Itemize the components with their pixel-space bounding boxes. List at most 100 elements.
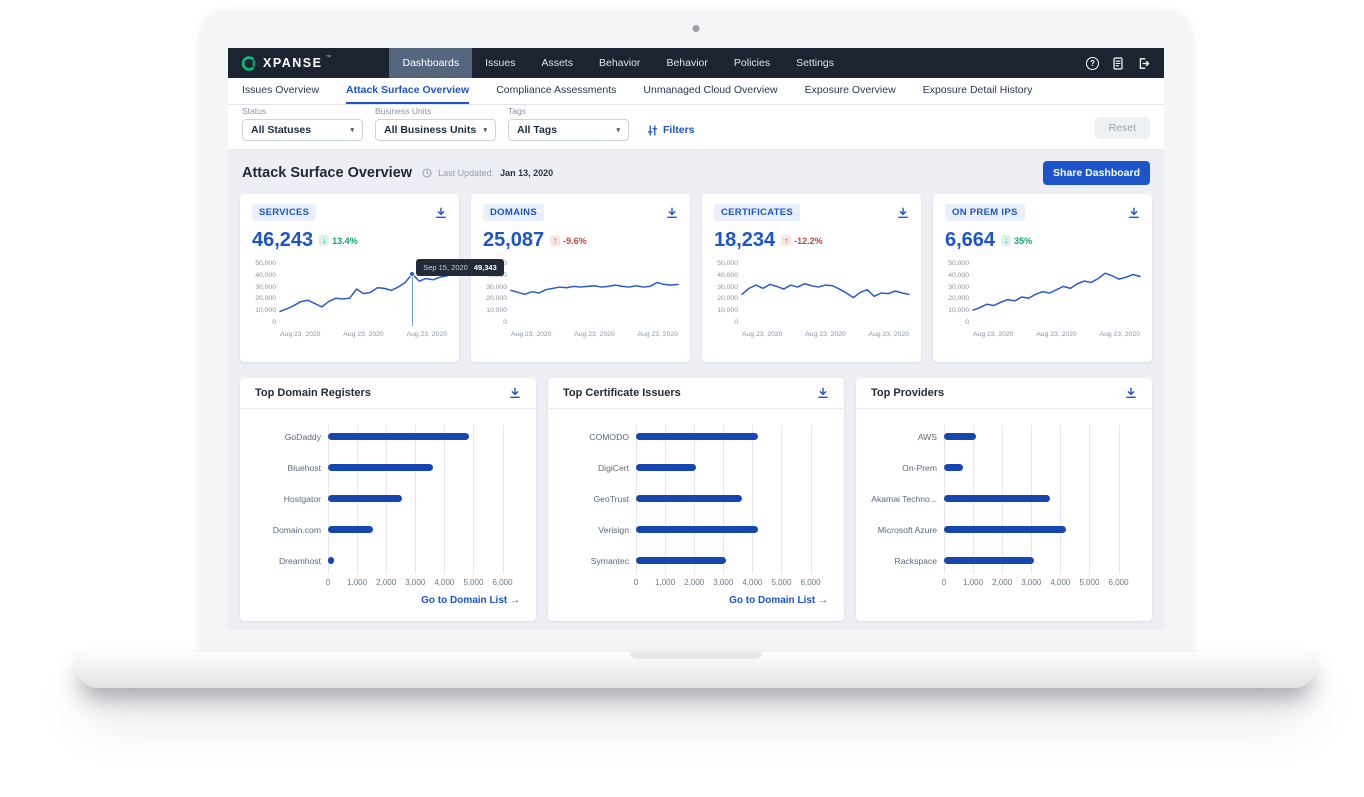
gridline [810,425,812,574]
help-icon[interactable]: ? [1086,56,1099,70]
download-icon[interactable] [817,387,829,399]
card-title: Top Certificate Issuers [563,387,681,399]
bar-row [328,421,520,452]
card-title: Top Domain Registers [255,387,371,399]
nav-menu: Dashboards Issues Assets Behavior Behavior Po… [389,48,847,78]
gridline [1060,425,1062,574]
bar-category-label: Hostgator [283,493,321,504]
laptop-base [76,652,1316,688]
nav-item-behavior[interactable]: Behavior [598,57,641,69]
filter-label: Business Units [375,106,432,116]
tab-exposure-overview[interactable]: Exposure Overview [804,84,896,96]
stat-card-on-prem-ips: ON PREM IPS 6,664 ↓ 35% 50,000 40,000 30,000 20… [933,194,1152,362]
gridline [752,425,754,574]
filters-link[interactable]: Filters [647,124,695,136]
bar-row [328,514,520,545]
nav-item-assets[interactable]: Assets [541,57,573,69]
download-icon[interactable] [1128,207,1140,219]
logout-icon[interactable] [1137,57,1150,70]
line-chart: Sep 15, 2020 49,343 [280,258,504,326]
card-footer: Go to Domain List → [240,590,536,621]
bar-chart [944,421,1136,576]
filter-group-tags: Tags All Tags ▾ [508,106,629,141]
tab-issues-overview[interactable]: Issues Overview [242,84,320,96]
delta-badge: ↓ 35% [1001,235,1032,246]
stat-value: 6,664 [945,229,996,251]
filter-group-status: Status All Statuses ▾ [242,106,363,141]
dropdown-business-units[interactable]: All Business Units ▾ [375,119,496,141]
go-to-domain-list-link[interactable]: Go to Domain List → [421,595,520,606]
tab-bar: Issues Overview Attack Surface Overview Co… [228,78,1164,105]
bar-row [328,545,520,576]
nav-item-policies[interactable]: Policies [733,57,771,69]
stat-card-label: DOMAINS [483,204,544,221]
logo-text: XPANSE [263,56,323,70]
x-axis-labels: Aug 23, 2020 Aug 23, 2020 Aug 23, 2020 [973,331,1140,338]
tooltip-guide-line [412,273,414,326]
bar-category-label: AWS [917,431,937,442]
stat-card-label: SERVICES [252,204,317,221]
bar [636,464,696,471]
reset-button[interactable]: Reset [1094,117,1150,139]
bar [636,495,743,502]
x-axis-labels: Aug 23, 2020 Aug 23, 2020 Aug 23, 2020 [280,331,447,338]
delta-text: -9.6% [563,235,587,246]
stat-card-services: SERVICES 46,243 ↓ 13.4% 50,000 40,000 30,000 20… [240,194,504,362]
nav-item-issues[interactable]: Issues [485,57,516,69]
stat-card-domains: DOMAINS25,087↑-9.6%50,00040,00030,00020,… [471,194,690,362]
download-icon[interactable] [435,207,447,219]
bar-row [328,483,520,514]
bar [944,464,963,471]
bar-category-label: On-Prem [902,462,937,473]
filter-groups: Status All Statuses ▾ Business Units All Bus… [242,106,629,141]
bar-row [636,421,828,452]
share-dashboard-button[interactable]: Share Dashboard [1043,161,1150,185]
laptop-mockup: XPANSE ™ Dashboards Issues Assets Behavior Be… [76,10,1316,688]
tab-attack-surface-overview[interactable]: Attack Surface Overview [346,78,470,104]
dropdown-value: All Business Units [384,124,477,136]
document-icon[interactable] [1112,56,1124,70]
logo[interactable]: XPANSE ™ [228,48,345,78]
card-footer: Go to Domain List → [548,590,844,621]
bar-category-label: Akamai Techno... [871,493,937,504]
dropdown-tags[interactable]: All Tags ▾ [508,119,629,141]
tab-compliance-assessments[interactable]: Compliance Assessments [496,84,617,96]
bar-category-label: Symantec [590,555,629,566]
gridline [444,425,446,574]
bar-row [944,483,1136,514]
bar-category-label: COMODO [589,431,629,442]
nav-item-dashboards[interactable]: Dashboards [389,48,473,78]
tooltip-value: 49,343 [473,262,497,272]
nav-item-behavior[interactable]: Behavior [666,57,708,69]
trademark: ™ [325,55,332,61]
x-axis-ticks: 0 1,000 2,000 3,000 4,000 5,000 6,000 [325,578,513,587]
download-icon[interactable] [897,207,909,219]
download-icon[interactable] [509,387,521,399]
x-axis-labels: Aug 23, 2020 Aug 23, 2020 Aug 23, 2020 [742,331,909,338]
nav-item-settings[interactable]: Settings [796,57,835,69]
go-to-domain-list-link[interactable]: Go to Domain List → [729,595,828,606]
card-footer [856,590,1152,621]
last-updated-label: Last Updated: [438,168,495,178]
download-icon[interactable] [1125,387,1137,399]
gridline [781,425,783,574]
bar-row [636,545,828,576]
tab-unmanaged-cloud-overview[interactable]: Unmanaged Cloud Overview [643,84,778,96]
delta-text: -12.2% [794,235,823,246]
delta-badge: ↑ -12.2% [781,235,823,246]
download-icon[interactable] [666,207,678,219]
nav-icons: ? [1072,48,1164,78]
dropdown-status[interactable]: All Statuses ▾ [242,119,363,141]
bar-row [944,514,1136,545]
bar [944,433,976,440]
filters-link-label: Filters [663,124,695,136]
stat-card-label: CERTIFICATES [714,204,801,221]
bar-row [944,545,1136,576]
bar-category-labels: COMODO DigiCert GeoTrust Verisign Symantec [558,421,636,576]
bar-chart [636,421,828,576]
bar-category-label: GeoTrust [593,493,630,504]
tab-exposure-detail-history[interactable]: Exposure Detail History [922,84,1033,96]
bar-row [328,452,520,483]
